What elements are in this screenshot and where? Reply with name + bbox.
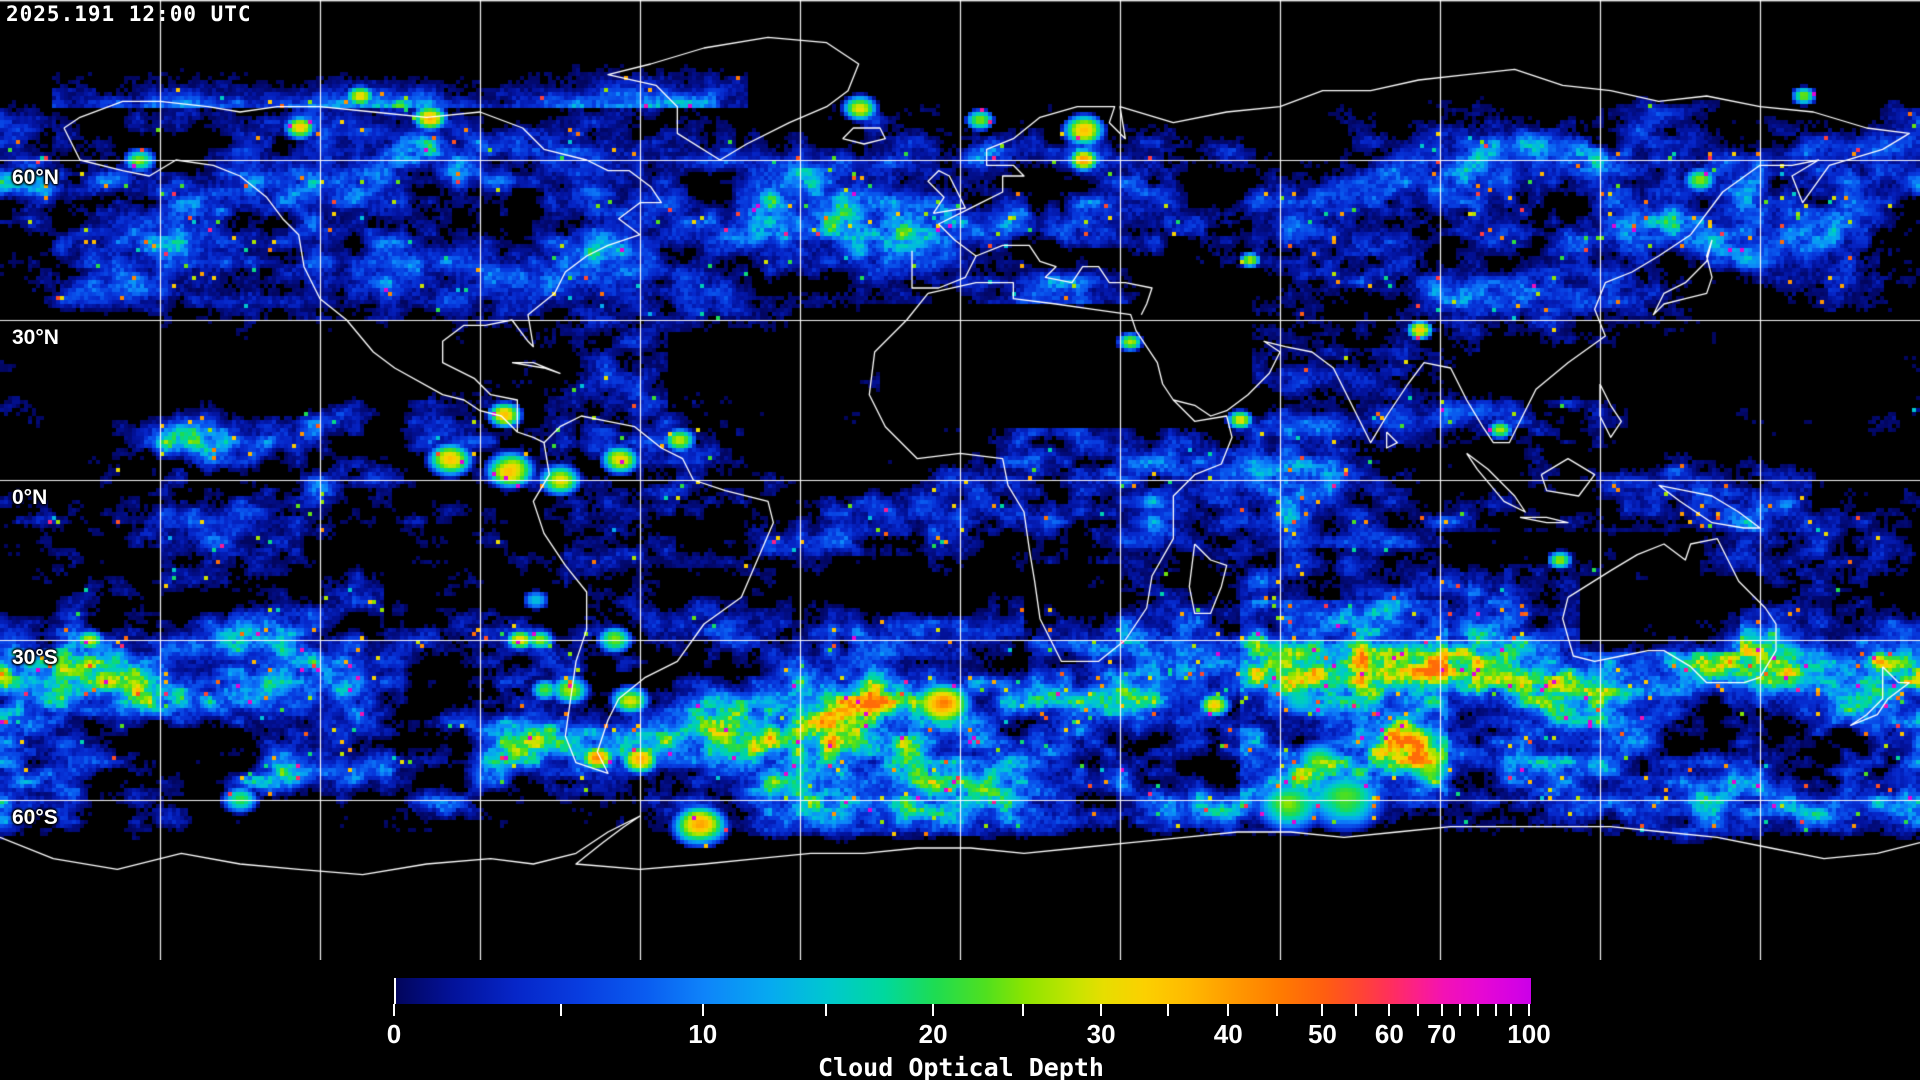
colorbar-tick-label: 60 [1374, 1019, 1404, 1049]
colorbar-tick [1355, 1004, 1358, 1016]
colorbar-tick-label: 10 [688, 1019, 718, 1049]
colorbar-tick-label: 50 [1307, 1019, 1337, 1049]
lat-label-30n: 30°N [12, 326, 59, 349]
colorbar-tick [1528, 1004, 1530, 1016]
colorbar-tick [1227, 1004, 1230, 1016]
colorbar-tick [1458, 1004, 1461, 1016]
colorbar-caption: Cloud Optical Depth [818, 1053, 1104, 1080]
colorbar-tick-label: 0 [386, 1019, 402, 1049]
lat-label-0n: 0°N [12, 486, 48, 509]
colorbar-tick-label: 30 [1086, 1019, 1116, 1049]
colorbar-tick-label: 40 [1213, 1019, 1243, 1049]
lat-label-60n: 60°N [12, 166, 59, 189]
colorbar-tick [393, 1004, 395, 1016]
colorbar-tick [1495, 1004, 1498, 1016]
colorbar-tick [1276, 1004, 1279, 1016]
colorbar-tick-label: 100 [1507, 1019, 1551, 1049]
lat-label-30s: 30°S [12, 646, 58, 669]
colorbar-tick [932, 1004, 935, 1016]
colorbar-tick [559, 1004, 562, 1016]
colorbar-tick [1021, 1004, 1024, 1016]
colorbar-tick [1440, 1004, 1443, 1016]
colorbar-tick [1100, 1004, 1103, 1016]
colorbar-tick-label: 70 [1427, 1019, 1457, 1049]
colorbar-tick [701, 1004, 704, 1016]
colorbar-tick [1509, 1004, 1512, 1016]
colorbar-tick-label: 20 [918, 1019, 948, 1049]
lat-label-60s: 60°S [12, 806, 58, 829]
colorbar-tick [1416, 1004, 1419, 1016]
cloud-optical-depth-map [0, 0, 1920, 960]
timestamp-label: 2025.191 12:00 UTC [6, 2, 252, 26]
colorbar-tick [1321, 1004, 1324, 1016]
colorbar-gradient [394, 978, 1531, 1004]
colorbar-tick [1388, 1004, 1391, 1016]
colorbar-tick [1167, 1004, 1170, 1016]
colorbar-tick [1476, 1004, 1479, 1016]
colorbar-tick [825, 1004, 828, 1016]
